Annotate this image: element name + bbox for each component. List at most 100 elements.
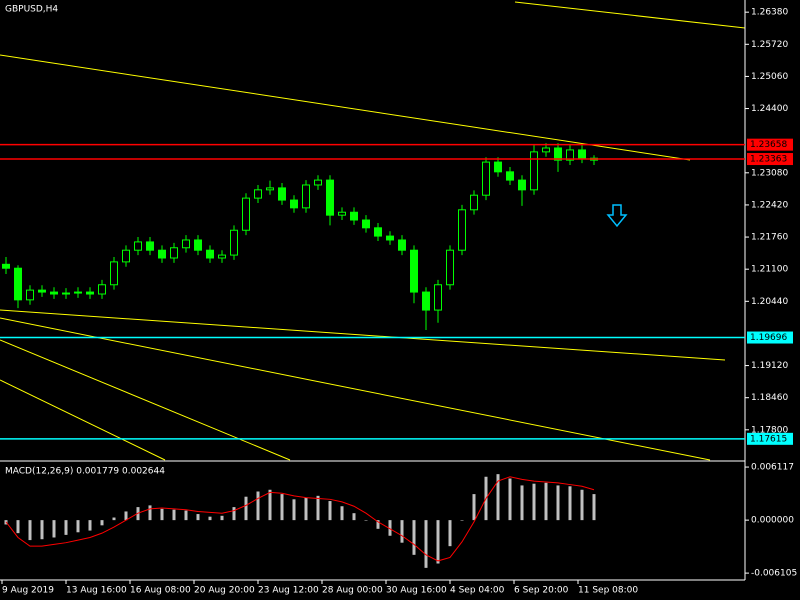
macd-bar [436, 520, 440, 564]
x-tick-label: 9 Aug 2019 [2, 586, 54, 596]
candle-body [350, 211, 358, 221]
candle-body [182, 239, 190, 249]
candle-body [554, 147, 562, 161]
macd-bar [160, 508, 164, 521]
candle-body [386, 235, 394, 241]
macd-bar [580, 489, 584, 521]
candle-body [278, 187, 286, 201]
macd-bar [232, 507, 236, 521]
macd-bar [64, 520, 68, 535]
y-tick-label: 1.22420 [751, 200, 788, 210]
macd-bar [388, 520, 392, 536]
candle-body [470, 194, 478, 211]
trendline [0, 317, 711, 461]
candle-body [266, 187, 274, 191]
macd-bar [520, 485, 524, 521]
candle-body [482, 161, 490, 196]
candle-body [302, 184, 310, 209]
macd-bar [52, 520, 56, 538]
macd-bar [88, 520, 92, 531]
macd-bar [100, 520, 104, 526]
level-label-box [747, 153, 793, 166]
candle-body [74, 291, 82, 294]
level-label: 1.19696 [750, 333, 787, 343]
y-tick-label: 1.17800 [751, 425, 788, 435]
macd-bar [292, 499, 296, 521]
candle-body [338, 211, 346, 216]
y-tick-label: 1.18460 [751, 393, 788, 403]
macd-bar [268, 489, 272, 521]
macd-bar [196, 514, 200, 521]
macd-bar [592, 494, 596, 521]
trendlines [0, 1, 746, 461]
macd-bar [148, 505, 152, 521]
macd-bar [184, 510, 188, 521]
macd-title: MACD(12,26,9) 0.001779 0.002644 [5, 467, 165, 477]
candle-body [530, 151, 538, 191]
candle-body [98, 284, 106, 295]
macd-bar [544, 482, 548, 521]
candle-body [134, 241, 142, 251]
candle-body [50, 291, 58, 295]
level-label-box [747, 432, 793, 445]
y-tick-label: -0.006105 [751, 569, 797, 579]
candle-body [446, 249, 454, 286]
candle-body [2, 263, 10, 269]
candle-body [158, 249, 166, 259]
x-tick-label: 16 Aug 08:00 [130, 586, 191, 596]
trendline [0, 339, 291, 461]
candle-body [242, 197, 250, 231]
trendline [514, 1, 746, 29]
candle-body [314, 179, 322, 186]
candle-body [578, 149, 586, 159]
candle-body [14, 267, 22, 301]
candle-body [170, 247, 178, 259]
candle-body [434, 284, 442, 311]
candle-body [290, 199, 298, 209]
macd-bar [568, 486, 572, 521]
x-tick-label: 20 Aug 20:00 [194, 586, 255, 596]
y-tick-label: 1.26380 [751, 8, 788, 18]
candle-body [26, 289, 34, 301]
macd-bar [124, 511, 128, 521]
macd-bar [532, 483, 536, 521]
level-label: 1.23363 [750, 155, 787, 165]
y-tick-label: 1.19120 [751, 361, 788, 371]
level-label-box [747, 138, 793, 151]
candle-body [362, 219, 370, 229]
y-tick-label: 1.25720 [751, 40, 788, 50]
macd-bar [508, 478, 512, 521]
candle-body [38, 289, 46, 293]
x-tick-label: 4 Sep 04:00 [450, 586, 505, 596]
macd-bar [556, 485, 560, 521]
candle-body [326, 179, 334, 216]
macd-bar [496, 474, 500, 521]
candle-body [422, 291, 430, 311]
candle-body [542, 147, 550, 153]
candle-body [218, 254, 226, 259]
candle-body [398, 239, 406, 251]
macd-bar [280, 494, 284, 521]
candle-body [110, 261, 118, 286]
y-tick-label: 1.21100 [751, 265, 788, 275]
level-label: 1.17615 [750, 434, 787, 444]
candle-body [494, 161, 502, 173]
macd-bar [28, 520, 32, 541]
macd-bar [256, 491, 260, 521]
candle-body [62, 292, 70, 295]
candle-body [410, 249, 418, 293]
candle-body [254, 189, 262, 199]
level-label-box [747, 331, 793, 344]
y-tick-label: 1.24400 [751, 104, 788, 114]
macd-bar [172, 509, 176, 521]
candle-body [458, 209, 466, 251]
x-tick-label: 23 Aug 12:00 [258, 586, 319, 596]
y-tick-label: 1.23080 [751, 168, 788, 178]
macd-bar [364, 520, 368, 521]
chart-title: GBPUSD,H4 [5, 5, 58, 15]
candle-body [122, 249, 130, 263]
macd-bar [244, 496, 248, 521]
signal-line [5, 476, 595, 562]
